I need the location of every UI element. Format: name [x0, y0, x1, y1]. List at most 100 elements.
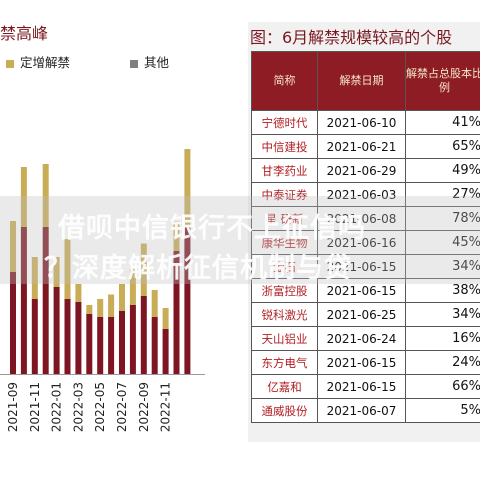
bar-segment-0-7 [86, 314, 93, 374]
bar-segment-0-12 [140, 296, 147, 374]
cell-date: 2021-06-24 [317, 326, 406, 351]
bar-segment-0-2 [31, 299, 38, 374]
bar-segment-1-7 [86, 305, 93, 314]
cell-date: 2021-06-15 [317, 254, 406, 279]
bar-segment-1-14 [162, 308, 169, 329]
bar-segment-0-3 [42, 227, 49, 374]
table-row: 通威股份 2021-06-07 5% [251, 398, 480, 423]
x-tick-label: 2022-09 [137, 382, 151, 432]
table-row: 星 研新 2021-06-08 78% [251, 206, 480, 231]
stacked-bar-chart: 2021-09 2021-11 2022-01 2022-03 2022-05 2022-… [0, 149, 205, 432]
chart-title: 禁高峰 [0, 24, 49, 43]
cell-pct: 66% [405, 374, 480, 399]
cell-pct: 27% [405, 182, 480, 207]
cell-date: 2021-06-15 [317, 278, 406, 303]
cell-name: 东方电气 [251, 350, 318, 375]
table-row: 天山铝业 2021-06-24 16% [251, 326, 480, 351]
bar-segment-1-13 [151, 290, 158, 317]
bar-segment-1-5 [64, 239, 71, 299]
cell-date: 2021-06-15 [317, 374, 406, 399]
cell-date: 2021-06-21 [317, 134, 406, 159]
table-row: 中泰证券 2021-06-03 27% [251, 182, 480, 207]
cell-name: 康华生物 [251, 230, 318, 255]
bar-segment-1-9 [108, 294, 115, 317]
unlock-table: 简称 解禁日期 解禁占总股本比例 宁德时代 2021-06-10 41% 中信建投 20… [251, 51, 480, 423]
cell-pct: 34% [405, 254, 480, 279]
header-date: 解禁日期 [317, 51, 406, 111]
table-row: 中信建投 2021-06-21 65% [251, 134, 480, 159]
bar-segment-1-8 [97, 299, 104, 317]
bar-segment-1-12 [140, 243, 147, 296]
bar-segment-0-15 [173, 251, 180, 374]
x-tick-label: 2022-01 [50, 382, 64, 432]
cell-name: 亿嘉和 [251, 374, 318, 399]
cell-pct: 78% [405, 206, 480, 231]
cell-pct: 24% [405, 350, 480, 375]
bar-segment-0-16 [184, 227, 191, 374]
bar-segment-0-13 [151, 317, 158, 374]
bar-segment-0-14 [162, 329, 169, 374]
table-title: 图：6月解禁规模较高的个股 [250, 28, 453, 47]
watermark-line-2: ？深度解析征信机制与贷 [44, 253, 352, 284]
legend-label-dingzeng: 定增解禁 [20, 55, 71, 70]
left-chart-panel: 2021-09 2021-11 2022-01 2022-03 2022-05 2022-… [0, 22, 238, 442]
cell-date: 2021-06-10 [317, 110, 406, 135]
cell-date: 2021-06-16 [317, 230, 406, 255]
header-pct: 解禁占总股本比例 [405, 51, 480, 111]
bar-segment-0-1 [20, 227, 27, 374]
bar-segment-1-3 [42, 164, 49, 227]
bar-segment-0-8 [97, 317, 104, 374]
table-row: 亿嘉和 2021-06-15 66% [251, 374, 480, 399]
header-name: 简称 [251, 51, 318, 111]
x-tick-label: 2022-03 [71, 382, 85, 432]
cell-name: 锐科激光 [251, 302, 318, 327]
bar-segment-0-0 [10, 272, 16, 374]
table-header-row: 简称 解禁日期 解禁占总股本比例 [251, 51, 480, 111]
table-row: 锐科激光 2021-06-25 34% [251, 302, 480, 327]
cell-date: 2021-06-25 [317, 302, 406, 327]
table-row: 甘李药业 2021-06-29 49% [251, 158, 480, 183]
bar-segment-0-11 [129, 305, 136, 374]
bar-segment-0-10 [119, 311, 125, 374]
x-tick-label: 2021-11 [28, 382, 42, 432]
right-table-panel: 图：6月解禁规模较高的个股 简称 解禁日期 解禁占总股本比例 宁德时代 2021-… [248, 22, 480, 442]
bar-segment-1-4 [53, 257, 60, 287]
bar-segment-1-6 [75, 284, 82, 302]
cell-date: 2021-06-29 [317, 158, 406, 183]
table-row: 宁德时代 2021-06-10 41% [251, 110, 480, 135]
bar-segment-1-1 [20, 167, 27, 227]
legend-item-other: 其他 [130, 52, 169, 71]
bar-segment-0-9 [108, 317, 115, 374]
watermark-banner: 借呗中信银行不上征信吗 ？深度解析征信机制与贷 [0, 196, 480, 284]
legend-item-dingzeng: 定增解禁 [6, 52, 70, 71]
table-row: 东方电气 2021-06-15 24% [251, 350, 480, 375]
cell-pct: 38% [405, 278, 480, 303]
cell-name: 甘李药业 [251, 158, 318, 183]
cell-name: 金石 [251, 254, 318, 279]
bar-segment-1-10 [119, 284, 125, 311]
cell-date: 2021-06-08 [317, 206, 406, 231]
cell-name: 星 研新 [251, 206, 318, 231]
bar-segment-0-5 [64, 299, 71, 374]
cell-date: 2021-06-07 [317, 398, 406, 423]
cell-pct: 5% [405, 398, 480, 423]
cell-name: 天山铝业 [251, 326, 318, 351]
cell-name: 中信建投 [251, 134, 318, 159]
x-tick-label: 2021-09 [6, 382, 20, 432]
cell-name: 宁德时代 [251, 110, 318, 135]
table-row: 康华生物 2021-06-16 45% [251, 230, 480, 255]
bar-segment-1-16 [184, 149, 191, 227]
cell-date: 2021-06-15 [317, 350, 406, 375]
x-tick-label: 2022-07 [115, 382, 129, 432]
cell-pct: 41% [405, 110, 480, 135]
legend-label-other: 其他 [144, 55, 170, 70]
cell-date: 2021-06-03 [317, 182, 406, 207]
legend-swatch-dingzeng [6, 59, 14, 68]
table-row: 浙富控股 2021-06-15 38% [251, 278, 480, 303]
cell-pct: 34% [405, 302, 480, 327]
bar-segment-0-4 [53, 287, 60, 374]
x-tick-label: 2022-05 [93, 382, 107, 432]
cell-name: 中泰证券 [251, 182, 318, 207]
x-tick-label: 2022-11 [159, 382, 173, 432]
cell-pct: 16% [405, 326, 480, 351]
